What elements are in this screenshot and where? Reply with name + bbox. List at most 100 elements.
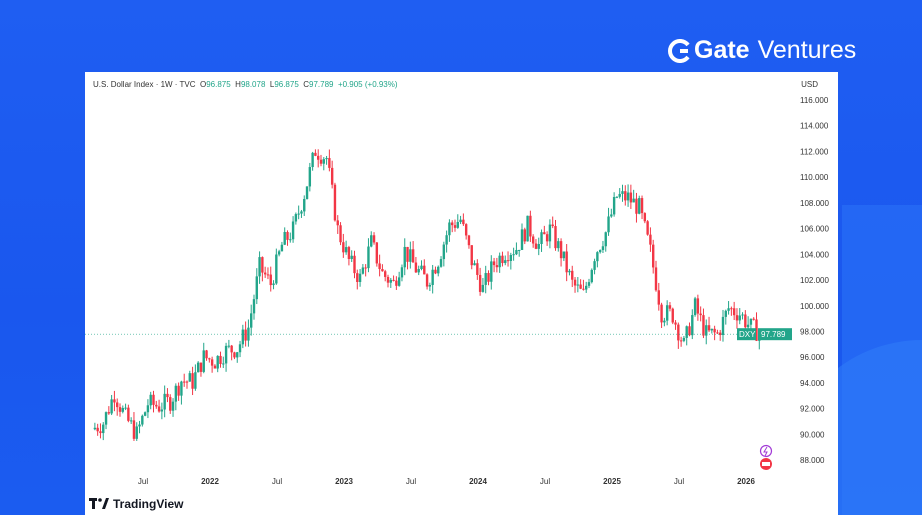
candle-body [727,308,730,311]
candle-body [596,252,599,262]
candle-body [358,273,362,282]
x-tick-label: Jul [674,477,684,486]
candle-body [593,261,596,270]
candle-body [674,322,677,325]
close-label: C [303,80,310,89]
candle-body [183,381,186,383]
low-value: 96.875 [274,80,299,89]
candle-body [361,267,365,274]
candle-body [476,263,479,275]
candle-body [289,239,292,241]
y-tick-label: 108.000 [800,199,829,208]
candle-body [152,394,155,405]
candle-body [191,373,194,389]
candle-body [216,355,219,369]
candle-body [319,159,323,164]
candle-body [367,246,370,269]
candle-body [389,279,392,283]
candle-body [261,257,264,273]
candle-body [93,427,97,430]
last-price-badge [758,328,792,341]
candle-body [710,328,714,331]
candle-body [618,193,621,197]
candle-body [157,406,161,412]
candle-body [166,393,169,398]
candle-body [735,315,739,321]
candle-body [459,219,462,223]
candle-body [291,221,295,240]
close-value: 97.789 [309,80,334,89]
candle-body [749,318,753,325]
candle-body [356,273,359,282]
y-tick-label: 116.000 [800,96,829,105]
candle-body [439,259,443,267]
y-tick-label: 114.000 [800,122,829,131]
candle-body [473,263,476,266]
candle-body [409,249,412,262]
gate-ventures-logo: Gate Ventures [668,36,856,65]
open-value: 96.875 [206,80,231,89]
x-tick-label: 2022 [201,477,219,486]
x-tick-label: Jul [540,477,550,486]
candle-body [280,244,284,252]
candle-body [397,277,401,286]
candle-body [665,305,669,321]
y-tick-label: 98.000 [800,327,825,336]
candle-body [107,412,111,414]
candle-body [171,401,175,411]
y-tick-label: 94.000 [800,379,825,388]
x-tick-label: Jul [272,477,282,486]
candle-body [353,255,356,274]
candle-body [682,337,686,341]
candle-body [554,226,557,249]
candle-body [679,340,683,342]
candle-body [702,315,705,336]
candle-body [451,222,454,226]
candle-body [104,412,108,425]
candle-body [406,246,409,262]
us-flag-stripe-icon [762,462,770,466]
candle-body [646,221,649,235]
candle-body [417,268,420,273]
candle-body [495,265,499,268]
y-tick-label: 90.000 [800,430,825,439]
candle-body [677,324,680,341]
candle-body [531,236,535,244]
candle-body [543,232,546,235]
candle-body [102,424,105,434]
candle-body [484,273,487,285]
chart-legend: U.S. Dollar Index · 1W · TVC O96.875 H98… [93,80,398,89]
candle-body [344,247,348,253]
candle-body [266,274,270,276]
candle-body [462,219,465,225]
high-label: H [235,80,241,89]
candle-body [691,315,694,336]
price-chart[interactable]: 116.000 114.000 112.000 110.000 108.000 106.0… [85,72,838,515]
symbol-badge-label: DXY [739,330,756,339]
candle-body [551,224,554,227]
candle-body [582,288,585,290]
candle-body [481,284,485,292]
candle-body [504,260,507,264]
candle-body [169,397,172,411]
candle-body [671,308,674,323]
candle-body [498,255,501,268]
candle-body [638,198,641,214]
candle-body [384,271,387,277]
gate-logo-icon [668,38,690,63]
candle-body [317,155,320,160]
candle-body [149,394,152,406]
candle-body [540,232,543,245]
candle-body [244,329,247,341]
candle-body [328,158,331,168]
candle-body [392,279,395,281]
candle-body [515,250,518,255]
symbol-title: U.S. Dollar Index · 1W · TVC [93,80,196,89]
brand-suffix: Ventures [757,36,857,64]
candle-body [660,304,663,323]
candle-body [699,313,702,316]
x-tick-label: Jul [406,477,416,486]
tradingview-logo[interactable]: TradingView [89,497,183,511]
candle-body [364,267,367,269]
y-tick-label: 106.000 [800,225,829,234]
